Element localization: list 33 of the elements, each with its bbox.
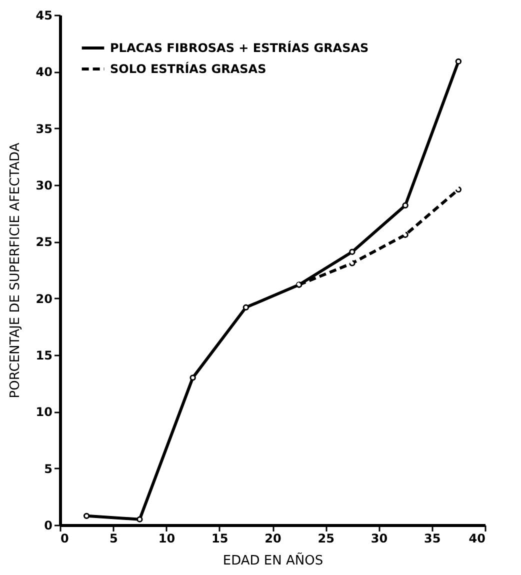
x-tick-label: 35	[424, 532, 441, 546]
point	[402, 202, 408, 208]
x-tick-label: 0	[60, 532, 69, 546]
point	[455, 186, 462, 193]
y-tick-label: 35	[36, 122, 52, 136]
y-tick-label: 30	[36, 178, 52, 192]
legend-label: SOLO ESTRÍAS GRASAS	[110, 61, 266, 76]
y-axis-title: PORCENTAJE DE SUPERFICIE AFECTADA	[8, 142, 23, 398]
y-tick-label: 40	[36, 65, 52, 80]
point	[136, 516, 143, 522]
point	[242, 304, 250, 310]
y-tick-label: 25	[36, 235, 52, 250]
y-tick-label: 45	[36, 8, 52, 22]
x-tick-label: 25	[318, 532, 334, 546]
x-axis-title: EDAD EN AÑOS	[222, 552, 324, 568]
y-tick-label: 15	[36, 348, 52, 362]
y-tick-label: 10	[36, 405, 52, 420]
x-tick-label: 30	[370, 532, 388, 546]
x-tick-label: 40	[468, 532, 486, 546]
y-tick-label: 5	[44, 462, 52, 476]
x-tick-label: 20	[264, 532, 282, 546]
point	[402, 232, 408, 238]
point	[349, 260, 356, 266]
x-tick-label: 5	[109, 532, 118, 546]
point	[83, 512, 90, 520]
x-tick-label: 10	[158, 532, 176, 546]
y-tick-label: 20	[36, 292, 52, 306]
point	[190, 374, 196, 381]
legend-label: PLACAS FIBROSAS + ESTRÍAS GRASAS	[110, 40, 369, 55]
point	[349, 248, 356, 255]
x-tick-label: 15	[212, 532, 228, 546]
point	[455, 58, 462, 65]
y-tick-label: 0	[44, 518, 52, 532]
